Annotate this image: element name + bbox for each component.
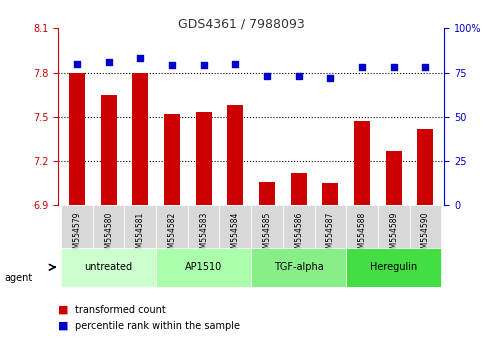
Text: GSM554589: GSM554589 xyxy=(389,212,398,258)
Text: untreated: untreated xyxy=(85,262,133,272)
Text: GSM554587: GSM554587 xyxy=(326,212,335,258)
FancyBboxPatch shape xyxy=(346,248,441,287)
Bar xyxy=(259,182,275,205)
Point xyxy=(422,64,429,70)
FancyBboxPatch shape xyxy=(125,205,156,248)
Bar xyxy=(196,113,212,205)
Point xyxy=(327,75,334,81)
Text: Heregulin: Heregulin xyxy=(370,262,417,272)
FancyBboxPatch shape xyxy=(251,248,346,287)
Bar xyxy=(164,114,180,205)
Bar xyxy=(291,173,307,205)
FancyBboxPatch shape xyxy=(219,205,251,248)
Text: TGF-alpha: TGF-alpha xyxy=(274,262,324,272)
Text: GSM554579: GSM554579 xyxy=(72,212,82,258)
Text: percentile rank within the sample: percentile rank within the sample xyxy=(75,321,240,331)
Bar xyxy=(227,105,243,205)
FancyBboxPatch shape xyxy=(61,248,156,287)
Text: GSM554588: GSM554588 xyxy=(357,212,367,258)
Text: GDS4361 / 7988093: GDS4361 / 7988093 xyxy=(178,18,305,31)
Text: ■: ■ xyxy=(58,305,69,315)
Point xyxy=(73,61,81,67)
Text: AP1510: AP1510 xyxy=(185,262,222,272)
Point xyxy=(295,73,302,79)
FancyBboxPatch shape xyxy=(188,205,219,248)
Text: GSM554583: GSM554583 xyxy=(199,212,208,258)
Point xyxy=(231,61,239,67)
Point xyxy=(390,64,398,70)
Text: GSM554580: GSM554580 xyxy=(104,212,113,258)
Point xyxy=(358,64,366,70)
Text: agent: agent xyxy=(5,273,33,283)
Bar xyxy=(101,95,116,205)
Text: GSM554582: GSM554582 xyxy=(168,212,176,258)
Bar xyxy=(132,73,148,205)
Text: GSM554584: GSM554584 xyxy=(231,212,240,258)
Text: transformed count: transformed count xyxy=(75,305,166,315)
Text: GSM554590: GSM554590 xyxy=(421,212,430,258)
Bar xyxy=(69,73,85,205)
Point xyxy=(168,63,176,68)
FancyBboxPatch shape xyxy=(156,205,188,248)
Bar xyxy=(354,121,370,205)
FancyBboxPatch shape xyxy=(93,205,125,248)
FancyBboxPatch shape xyxy=(314,205,346,248)
Text: ■: ■ xyxy=(58,321,69,331)
Text: GSM554585: GSM554585 xyxy=(262,212,271,258)
Point xyxy=(263,73,271,79)
Bar xyxy=(323,183,338,205)
Point xyxy=(105,59,113,65)
Text: GSM554581: GSM554581 xyxy=(136,212,145,258)
FancyBboxPatch shape xyxy=(378,205,410,248)
FancyBboxPatch shape xyxy=(410,205,441,248)
Text: GSM554586: GSM554586 xyxy=(294,212,303,258)
Bar xyxy=(386,151,401,205)
FancyBboxPatch shape xyxy=(156,248,251,287)
FancyBboxPatch shape xyxy=(251,205,283,248)
Point xyxy=(200,63,208,68)
Point xyxy=(136,56,144,61)
Bar xyxy=(417,129,433,205)
FancyBboxPatch shape xyxy=(346,205,378,248)
FancyBboxPatch shape xyxy=(283,205,314,248)
FancyBboxPatch shape xyxy=(61,205,93,248)
